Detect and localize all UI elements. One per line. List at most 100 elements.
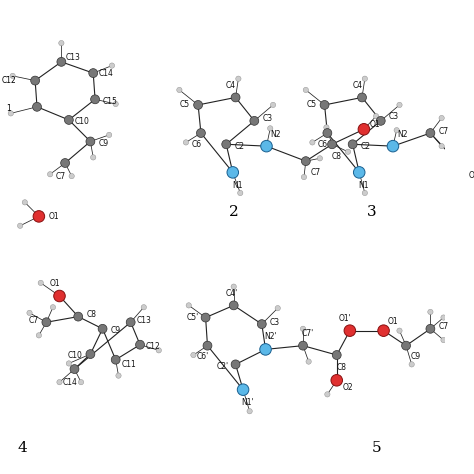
Text: C3: C3: [270, 318, 280, 327]
Circle shape: [222, 140, 231, 149]
Circle shape: [250, 117, 259, 125]
Circle shape: [227, 166, 238, 178]
Circle shape: [64, 116, 73, 124]
Circle shape: [91, 95, 100, 104]
Circle shape: [357, 93, 366, 102]
Circle shape: [111, 355, 120, 364]
Circle shape: [275, 306, 281, 311]
Text: C3: C3: [263, 115, 273, 124]
Circle shape: [247, 409, 252, 414]
Text: O1: O1: [370, 120, 381, 129]
Circle shape: [177, 87, 182, 92]
Circle shape: [86, 137, 95, 146]
Text: 1: 1: [7, 104, 11, 113]
Circle shape: [8, 111, 13, 116]
Text: C10: C10: [68, 351, 83, 360]
Text: C9: C9: [99, 139, 109, 148]
Circle shape: [57, 57, 66, 66]
Circle shape: [376, 117, 385, 125]
Circle shape: [33, 102, 41, 111]
Circle shape: [303, 87, 309, 92]
Circle shape: [441, 315, 446, 320]
Circle shape: [229, 301, 238, 310]
Circle shape: [267, 126, 273, 131]
Circle shape: [36, 333, 42, 338]
Circle shape: [38, 280, 44, 285]
Circle shape: [378, 325, 389, 337]
Text: C13: C13: [65, 53, 80, 62]
Circle shape: [301, 157, 310, 165]
Text: C13: C13: [137, 316, 151, 325]
Circle shape: [59, 40, 64, 46]
Circle shape: [126, 318, 135, 327]
Circle shape: [18, 223, 23, 228]
Text: C14: C14: [99, 69, 114, 78]
Circle shape: [325, 392, 330, 397]
Circle shape: [183, 140, 189, 145]
Text: C11: C11: [121, 360, 136, 369]
Circle shape: [33, 210, 45, 222]
Circle shape: [191, 352, 196, 358]
Circle shape: [66, 361, 72, 366]
Text: C14: C14: [63, 378, 77, 387]
Circle shape: [346, 149, 351, 155]
Circle shape: [31, 76, 39, 85]
Circle shape: [348, 140, 357, 149]
Text: C7: C7: [310, 168, 320, 177]
Text: C4: C4: [226, 81, 236, 90]
Circle shape: [113, 101, 118, 107]
Circle shape: [50, 305, 55, 310]
Circle shape: [397, 328, 402, 333]
Circle shape: [358, 124, 370, 135]
Circle shape: [116, 373, 121, 378]
Circle shape: [328, 140, 337, 149]
Text: C8: C8: [337, 363, 346, 372]
Text: O1: O1: [468, 171, 474, 180]
Circle shape: [301, 174, 307, 180]
Circle shape: [186, 303, 191, 308]
Circle shape: [91, 155, 96, 160]
Circle shape: [136, 340, 145, 349]
Circle shape: [74, 312, 82, 321]
Text: C2': C2': [217, 362, 228, 371]
Text: C5: C5: [306, 100, 317, 109]
Circle shape: [306, 359, 311, 364]
Circle shape: [426, 128, 435, 137]
Text: O1: O1: [48, 212, 59, 221]
Text: C2: C2: [234, 142, 244, 151]
Text: N1': N1': [241, 398, 254, 407]
Text: C4': C4': [226, 289, 238, 298]
Circle shape: [98, 324, 107, 333]
Circle shape: [86, 350, 95, 358]
Circle shape: [387, 140, 399, 152]
Circle shape: [409, 362, 414, 367]
Text: C8: C8: [332, 152, 342, 161]
Circle shape: [27, 310, 32, 316]
Circle shape: [203, 341, 212, 350]
Circle shape: [156, 347, 162, 353]
Circle shape: [70, 365, 79, 374]
Circle shape: [310, 140, 315, 145]
Circle shape: [441, 337, 446, 343]
Circle shape: [69, 173, 74, 179]
Circle shape: [54, 290, 65, 302]
Circle shape: [197, 128, 205, 137]
Circle shape: [324, 125, 329, 130]
Text: N2: N2: [271, 130, 281, 139]
Text: C5: C5: [180, 100, 190, 109]
Text: O1: O1: [388, 317, 398, 326]
Text: N2: N2: [397, 130, 408, 139]
Circle shape: [354, 166, 365, 178]
Circle shape: [301, 326, 306, 331]
Text: C12: C12: [146, 342, 161, 351]
Text: C7': C7': [301, 329, 314, 338]
Text: 4: 4: [17, 441, 27, 455]
Circle shape: [109, 63, 115, 68]
Circle shape: [231, 360, 240, 369]
Circle shape: [428, 309, 433, 315]
Text: C4: C4: [352, 81, 363, 90]
Circle shape: [78, 380, 84, 385]
Circle shape: [61, 159, 70, 167]
Circle shape: [57, 380, 62, 385]
Circle shape: [439, 115, 444, 121]
